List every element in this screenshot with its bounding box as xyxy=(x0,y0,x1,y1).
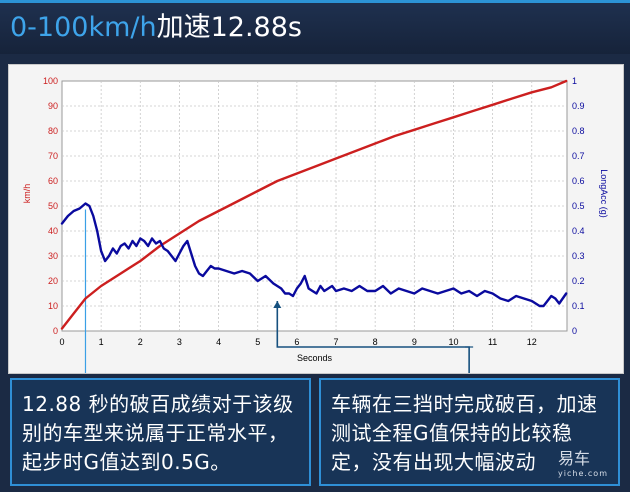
axes: 010203040506070809010000.10.20.30.40.50.… xyxy=(22,76,609,363)
caption-left-text: 12.88 秒的破百成绩对于该级别的车型来说属于正常水平，起步时G值达到0.5G… xyxy=(22,392,294,474)
y-left-tick-label: 100 xyxy=(43,76,58,86)
x-tick-label: 3 xyxy=(177,337,182,347)
x-tick-label: 12 xyxy=(527,337,537,347)
x-tick-label: 0 xyxy=(59,337,64,347)
y-right-tick-label: 0.5 xyxy=(572,201,585,211)
y-right-tick-label: 0.3 xyxy=(572,251,585,261)
acceleration-chart: 010203040506070809010000.10.20.30.40.50.… xyxy=(22,76,609,400)
y-right-axis-title: LongAcc (g) xyxy=(599,169,609,218)
y-left-tick-label: 80 xyxy=(48,126,58,136)
x-tick-label: 9 xyxy=(412,337,417,347)
header-accent-line xyxy=(0,0,630,3)
page-title: 0-100km/h加速12.88s xyxy=(10,10,302,46)
caption-right-text: 车辆在三挡时完成破百，加速测试全程G值保持的比较稳定，没有出现大幅波动 xyxy=(331,392,598,474)
x-tick-label: 10 xyxy=(448,337,458,347)
title-accel-time: 加速12.88s xyxy=(156,12,302,43)
long-acc-series-line xyxy=(60,202,568,308)
x-tick-label: 4 xyxy=(216,337,221,347)
y-right-tick-label: 0.2 xyxy=(572,276,585,286)
header-bar xyxy=(0,0,630,54)
x-tick-label: 8 xyxy=(373,337,378,347)
y-left-tick-label: 90 xyxy=(48,101,58,111)
y-left-tick-label: 70 xyxy=(48,151,58,161)
y-right-tick-label: 0.8 xyxy=(572,126,585,136)
x-tick-label: 5 xyxy=(255,337,260,347)
x-tick-label: 2 xyxy=(138,337,143,347)
y-right-tick-label: 0.1 xyxy=(572,301,585,311)
y-left-axis-title: km/h xyxy=(22,184,32,204)
y-right-tick-label: 0.4 xyxy=(572,226,585,236)
y-right-tick-label: 0.6 xyxy=(572,176,585,186)
y-right-tick-label: 0.7 xyxy=(572,151,585,161)
callout-arrow-stable xyxy=(273,301,282,308)
y-left-tick-label: 0 xyxy=(53,326,58,336)
speed-series-line xyxy=(60,79,568,330)
y-right-tick-label: 0.9 xyxy=(572,101,585,111)
caption-right-box: 车辆在三挡时完成破百，加速测试全程G值保持的比较稳定，没有出现大幅波动 易车 y… xyxy=(319,378,620,486)
watermark-logo: 易车 yiche.com xyxy=(558,445,608,478)
caption-left-box: 12.88 秒的破百成绩对于该级别的车型来说属于正常水平，起步时G值达到0.5G… xyxy=(10,378,311,486)
watermark-main: 易车 xyxy=(558,449,591,468)
x-axis-title: Seconds xyxy=(297,353,333,363)
title-speed-range: 0-100km/h xyxy=(10,12,157,43)
x-tick-label: 7 xyxy=(334,337,339,347)
grid xyxy=(61,80,568,332)
x-tick-label: 6 xyxy=(294,337,299,347)
y-left-tick-label: 40 xyxy=(48,226,58,236)
y-left-tick-label: 10 xyxy=(48,301,58,311)
chart-panel: 0 10 20 30 40 50 60 70 80 90 100 0 0.1 0.2 0.3 0.4 0.5 0.… xyxy=(8,64,624,400)
y-right-tick-label: 1 xyxy=(572,76,577,86)
x-tick-label: 1 xyxy=(99,337,104,347)
y-left-tick-label: 50 xyxy=(48,201,58,211)
x-tick-label: 11 xyxy=(488,337,497,347)
y-left-tick-label: 20 xyxy=(48,276,58,286)
y-left-tick-label: 60 xyxy=(48,176,58,186)
watermark-sub: yiche.com xyxy=(558,469,608,478)
y-right-tick-label: 0 xyxy=(572,326,577,336)
series-layer xyxy=(60,79,568,330)
y-left-tick-label: 30 xyxy=(48,251,58,261)
